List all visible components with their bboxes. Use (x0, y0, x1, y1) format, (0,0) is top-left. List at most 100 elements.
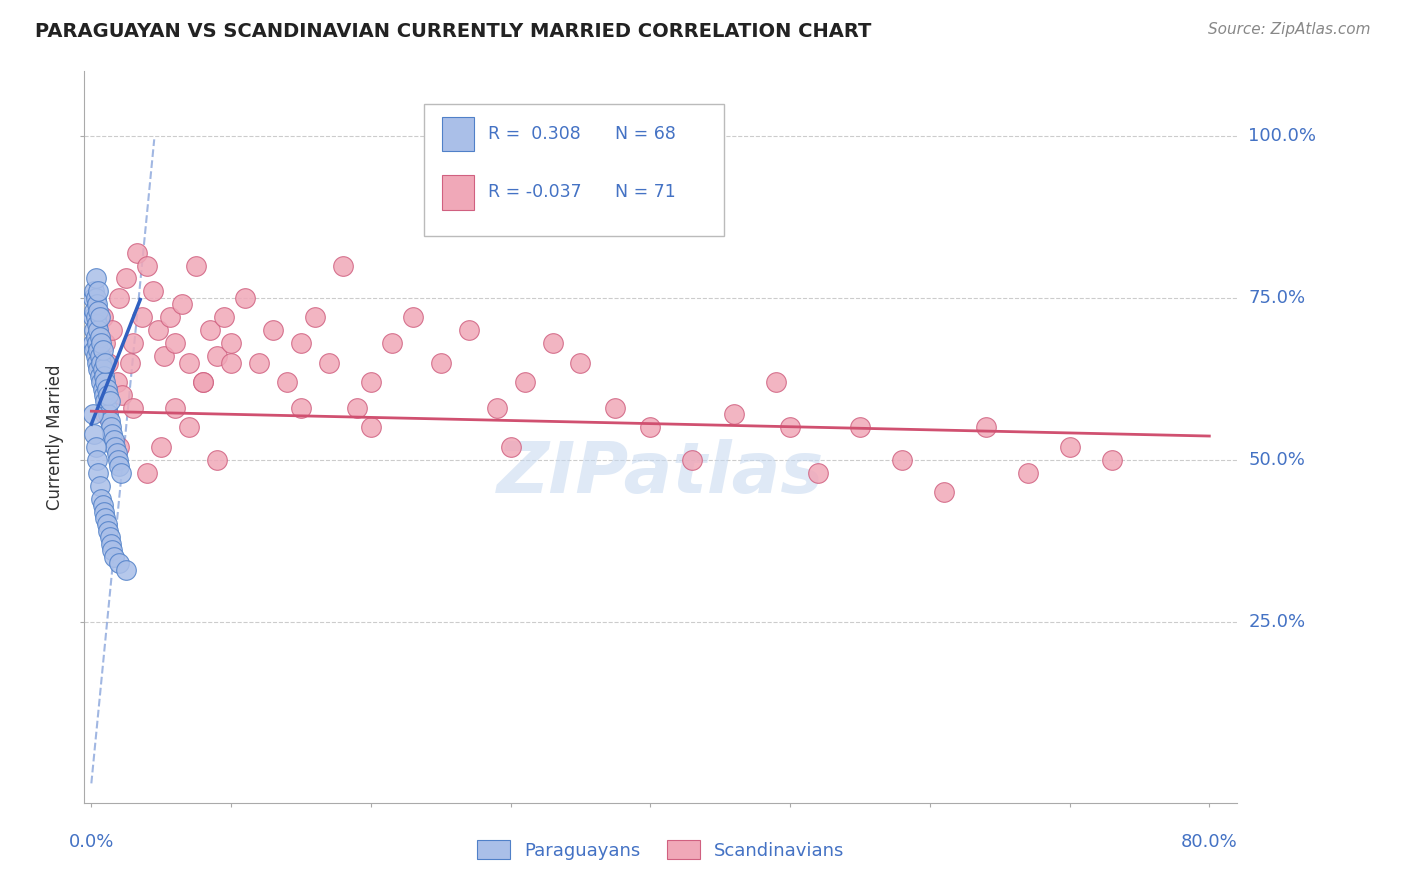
Text: PARAGUAYAN VS SCANDINAVIAN CURRENTLY MARRIED CORRELATION CHART: PARAGUAYAN VS SCANDINAVIAN CURRENTLY MAR… (35, 22, 872, 41)
Point (127, 245, 149, 260)
Point (82, 291, 104, 305)
Point (86, 336, 108, 351)
Point (82, 310, 104, 325)
FancyBboxPatch shape (425, 104, 724, 235)
Point (97, 356, 120, 370)
Point (346, 401, 368, 415)
Point (122, 336, 145, 351)
Legend: Paraguayans, Scandinavians: Paraguayans, Scandinavians (470, 833, 852, 867)
Point (87, 362, 110, 376)
Point (89, 330, 111, 344)
Point (219, 356, 242, 370)
Point (90, 375, 112, 389)
Point (97, 524, 120, 538)
Point (205, 452, 228, 467)
Point (191, 375, 214, 389)
Point (96, 401, 118, 415)
Point (513, 375, 536, 389)
Point (111, 388, 134, 402)
Point (97, 408, 120, 422)
Point (360, 420, 382, 434)
Point (101, 323, 124, 337)
Point (1101, 452, 1123, 467)
Point (974, 420, 997, 434)
Point (115, 271, 138, 285)
Text: R =  0.308: R = 0.308 (488, 125, 581, 143)
Point (142, 285, 165, 299)
Point (96, 382, 118, 396)
Point (765, 375, 787, 389)
Text: 0.0%: 0.0% (69, 833, 114, 851)
FancyBboxPatch shape (441, 175, 474, 210)
Point (381, 336, 404, 351)
Point (84, 330, 107, 344)
Point (91, 362, 114, 376)
Point (165, 336, 187, 351)
Point (90, 491, 112, 506)
Point (172, 297, 194, 311)
Point (94, 336, 117, 351)
Point (1059, 440, 1081, 454)
Point (90, 336, 112, 351)
Point (98, 394, 121, 409)
Point (807, 466, 830, 480)
Point (205, 349, 228, 363)
Point (779, 420, 801, 434)
Point (429, 356, 451, 370)
Point (304, 310, 326, 325)
Point (485, 401, 508, 415)
Point (148, 323, 170, 337)
Point (93, 368, 115, 383)
Point (110, 466, 132, 480)
Text: R = -0.037: R = -0.037 (488, 184, 582, 202)
Point (605, 401, 627, 415)
Point (84, 440, 107, 454)
Point (101, 426, 124, 441)
Point (83, 285, 105, 299)
Point (290, 401, 312, 415)
Point (179, 420, 201, 434)
Point (94, 356, 117, 370)
Point (87, 285, 110, 299)
Point (107, 452, 129, 467)
Point (87, 303, 110, 318)
Point (91, 382, 114, 396)
Point (91, 343, 114, 357)
Point (101, 543, 124, 558)
Point (849, 420, 872, 434)
Point (108, 557, 131, 571)
Point (83, 303, 105, 318)
Text: N = 71: N = 71 (614, 184, 675, 202)
Point (82, 408, 104, 422)
Point (84, 349, 107, 363)
Point (91, 498, 114, 512)
Point (87, 343, 110, 357)
Point (290, 336, 312, 351)
Text: 75.0%: 75.0% (1249, 289, 1306, 307)
Point (98, 414, 121, 428)
Point (108, 291, 131, 305)
Point (136, 259, 159, 273)
Point (932, 485, 955, 500)
Text: 50.0%: 50.0% (1249, 450, 1305, 468)
Text: Source: ZipAtlas.com: Source: ZipAtlas.com (1208, 22, 1371, 37)
Point (94, 394, 117, 409)
Point (86, 297, 108, 311)
Point (93, 504, 115, 518)
Point (198, 323, 221, 337)
FancyBboxPatch shape (441, 117, 474, 152)
Point (402, 310, 425, 325)
Point (262, 323, 284, 337)
Point (219, 336, 242, 351)
Point (83, 323, 105, 337)
Point (1017, 466, 1039, 480)
Point (115, 563, 138, 577)
Point (94, 511, 117, 525)
Text: ZIPatlas: ZIPatlas (498, 439, 824, 508)
Point (108, 440, 131, 454)
Point (96, 517, 118, 532)
Point (86, 452, 108, 467)
Point (131, 310, 153, 325)
Point (569, 356, 592, 370)
Point (105, 446, 128, 460)
